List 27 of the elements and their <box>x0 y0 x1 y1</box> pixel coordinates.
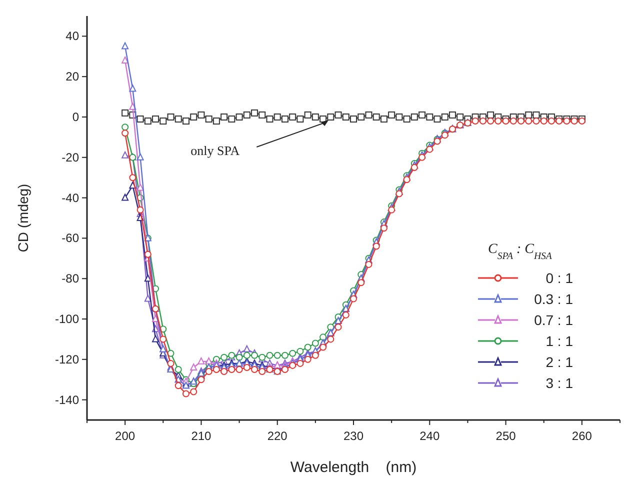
x-tick-label: 210 <box>191 429 212 443</box>
y-tick-label: -100 <box>54 312 80 326</box>
y-tick-label: -20 <box>62 150 80 164</box>
y-tick-label: -80 <box>62 272 80 286</box>
x-tick-label: 230 <box>343 429 364 443</box>
x-tick-label: 240 <box>420 429 440 443</box>
y-axis-title: CD (mdeg) <box>15 184 31 252</box>
x-axis-title: Wavelength (nm) <box>290 459 417 476</box>
y-tick-label: 0 <box>72 110 80 124</box>
x-tick-label: 220 <box>267 429 288 443</box>
y-tick-label: -140 <box>54 392 80 407</box>
series-label: only SPA <box>190 143 240 158</box>
x-tick-label: 200 <box>115 429 136 443</box>
x-tick-label: 250 <box>496 429 516 443</box>
y-tick-label: -60 <box>62 231 80 246</box>
legend-label: 0 : 1 <box>546 270 574 286</box>
x-tick-label: 260 <box>572 429 592 443</box>
y-tick-label: 40 <box>66 29 80 44</box>
y-tick-label: -40 <box>62 190 80 205</box>
legend-label: 0.3 : 1 <box>534 291 574 307</box>
y-tick-label: -120 <box>54 352 80 366</box>
legend-label: 0.7 : 1 <box>534 312 574 328</box>
legend-title: C$_{SPA}$ : C$_{HSA}$ <box>488 242 553 262</box>
y-tick-label: 20 <box>66 70 80 84</box>
legend-label: 3 : 1 <box>546 375 574 391</box>
legend-label: 1 : 1 <box>546 333 574 349</box>
legend-label: 2 : 1 <box>546 354 574 370</box>
